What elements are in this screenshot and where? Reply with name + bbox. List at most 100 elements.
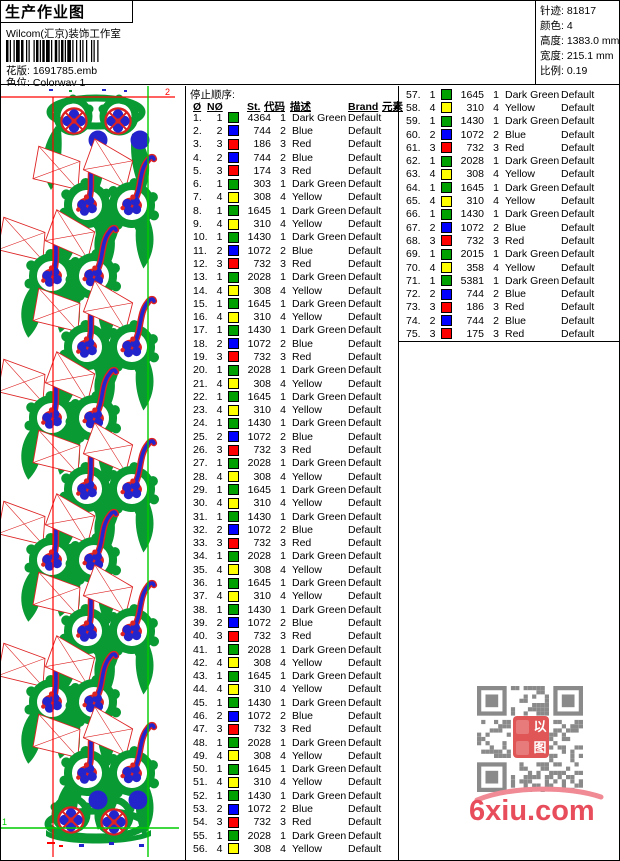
stitch-count: 308 — [253, 563, 271, 576]
thread-brand: Default — [561, 181, 595, 194]
color-swatch — [441, 275, 452, 287]
color-swatch — [228, 364, 239, 376]
color-description: Red — [505, 327, 525, 340]
needle-number: 1 — [429, 274, 436, 287]
color-swatch — [441, 222, 452, 234]
stop-number: 68. — [406, 234, 421, 247]
color-description: Blue — [505, 314, 527, 327]
stop-number: 59. — [406, 115, 421, 128]
stitch-count: 1645 — [247, 670, 271, 683]
color-code: 2 — [280, 151, 286, 164]
stop-number: 5. — [193, 164, 202, 177]
color-description: Dark Green — [292, 324, 347, 337]
stitch-count: 175 — [466, 327, 484, 340]
color-swatch — [441, 115, 452, 127]
color-code: 4 — [280, 218, 286, 231]
color-code: 4 — [280, 404, 286, 417]
needle-number: 3 — [216, 816, 223, 829]
color-description: Dark Green — [292, 178, 347, 191]
thread-brand: Default — [561, 208, 595, 221]
stitches-line: 针迹: 81817 — [540, 5, 597, 17]
color-code: 4 — [280, 776, 286, 789]
stop-sequence-row: 49. 4 308 4 Yellow Default — [186, 749, 398, 762]
stop-number: 20. — [193, 364, 208, 377]
embroidery-design-svg: 21 — [1, 86, 179, 857]
stop-number: 63. — [406, 168, 421, 181]
color-code: 2 — [280, 803, 286, 816]
stop-sequence-row: 26. 3 732 3 Red Default — [186, 443, 398, 456]
needle-number: 4 — [429, 195, 436, 208]
needle-number: 3 — [429, 327, 436, 340]
color-swatch — [228, 564, 239, 576]
color-code: 4 — [280, 683, 286, 696]
stop-number: 8. — [193, 204, 202, 217]
stitch-count: 2028 — [460, 155, 484, 168]
color-swatch — [228, 444, 239, 456]
color-description: Yellow — [292, 497, 322, 510]
color-code: 1 — [280, 603, 286, 616]
color-description: Blue — [292, 124, 314, 137]
stop-number: 31. — [193, 510, 208, 523]
color-swatch — [228, 285, 239, 296]
thread-brand: Default — [348, 257, 382, 270]
thread-brand: Default — [348, 204, 382, 217]
col-elements: 元素 — [382, 101, 403, 113]
stop-sequence-row: 17. 1 1430 1 Dark Green Default — [186, 324, 398, 337]
color-code: 1 — [280, 696, 286, 709]
stop-sequence-row: 53. 2 1072 2 Blue Default — [186, 802, 398, 815]
needle-number: 3 — [429, 141, 436, 154]
color-description: Yellow — [292, 377, 322, 390]
color-description: Dark Green — [292, 364, 347, 377]
stitch-count: 1072 — [247, 710, 271, 722]
stop-sequence-row: 1. 1 4364 1 Dark Green Default — [186, 111, 398, 124]
needle-number: 4 — [429, 101, 436, 114]
colors-line: 颜色: 4 — [540, 20, 573, 32]
stop-number: 39. — [193, 616, 208, 629]
needle-number: 3 — [429, 301, 436, 314]
color-swatch — [228, 697, 239, 709]
thread-brand: Default — [348, 151, 382, 164]
stitch-count: 4364 — [247, 111, 271, 124]
color-swatch — [228, 484, 239, 496]
color-code: 1 — [280, 736, 286, 749]
thread-brand: Default — [348, 178, 382, 191]
stop-sequence-table-left: 停止顺序: Ø NØ St. 代码 描述 Brand 元素 1. 1 4364 1 Da… — [186, 86, 403, 860]
color-swatch — [228, 710, 239, 722]
thread-brand: Default — [348, 723, 382, 736]
thread-brand: Default — [348, 284, 382, 297]
stitch-count: 310 — [253, 683, 271, 696]
needle-number: 2 — [216, 430, 223, 443]
thread-brand: Default — [348, 537, 382, 550]
color-code: 3 — [493, 141, 499, 154]
color-code: 1 — [280, 789, 286, 802]
color-description: Yellow — [292, 683, 322, 696]
stitch-count: 308 — [253, 377, 271, 390]
stitch-count: 310 — [253, 497, 271, 510]
color-swatch — [441, 89, 452, 101]
stop-sequence-row: 19. 3 732 3 Red Default — [186, 350, 398, 363]
thread-brand: Default — [561, 248, 595, 261]
color-description: Dark Green — [292, 829, 347, 842]
thread-brand: Default — [348, 630, 382, 643]
color-swatch — [228, 391, 239, 403]
color-description: Dark Green — [292, 204, 347, 217]
stop-sequence-row: 57. 1 1645 1 Dark Green Default — [399, 88, 619, 101]
thread-brand: Default — [348, 324, 382, 337]
color-code: 1 — [493, 181, 499, 194]
color-swatch — [228, 776, 239, 788]
stitch-count: 2028 — [247, 457, 271, 470]
stop-number: 75. — [406, 327, 421, 340]
color-description: Dark Green — [292, 670, 347, 683]
stop-sequence-row: 27. 1 2028 1 Dark Green Default — [186, 457, 398, 470]
thread-brand: Default — [348, 377, 382, 390]
color-swatch — [228, 803, 239, 815]
stop-number: 29. — [193, 483, 208, 496]
color-swatch — [441, 315, 452, 327]
seal-cell — [515, 719, 529, 734]
thread-brand: Default — [348, 616, 382, 629]
header: 生产作业图 Wilcom(汇京)装饰工作室 花版: 1691785.emb 色位… — [1, 1, 619, 89]
stitch-count: 744 — [253, 124, 271, 137]
needle-number: 2 — [429, 288, 436, 301]
stop-sequence-row: 2. 2 744 2 Blue Default — [186, 124, 398, 137]
color-description: Dark Green — [505, 115, 560, 128]
